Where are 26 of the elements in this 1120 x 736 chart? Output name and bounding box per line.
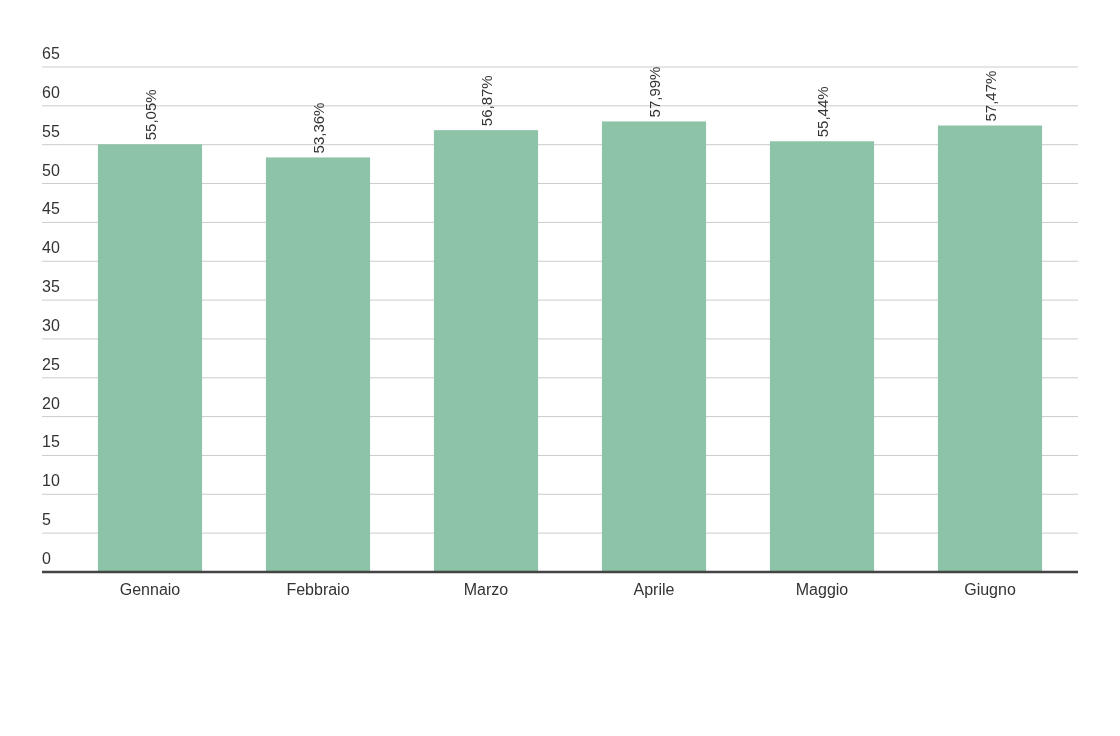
y-tick-label: 25 <box>42 355 60 373</box>
y-tick-label: 30 <box>42 316 60 334</box>
x-tick-label: Maggio <box>795 581 849 598</box>
x-tick-label: Marzo <box>463 581 509 598</box>
y-tick-label: 5 <box>42 511 51 529</box>
data-label: 53,36% <box>310 102 327 154</box>
y-tick-label: 50 <box>42 161 60 179</box>
y-tick-label: 65 <box>42 45 60 62</box>
x-tick-label: Febbraio <box>286 581 350 598</box>
y-tick-label: 10 <box>42 472 60 490</box>
x-tick-label: Gennaio <box>119 581 181 598</box>
y-tick-label: 20 <box>42 394 60 412</box>
y-tick-label: 15 <box>42 433 60 451</box>
y-tick-label: 35 <box>42 278 60 296</box>
y-tick-label: 45 <box>42 200 60 218</box>
data-label: 57,47% <box>982 70 999 122</box>
data-label: 57,99% <box>646 66 663 118</box>
y-tick-label: 60 <box>42 83 60 101</box>
y-tick-label: 40 <box>42 239 60 257</box>
y-tick-label: 0 <box>42 550 51 567</box>
x-tick-label: Aprile <box>633 581 675 598</box>
x-tick-label: Giugno <box>964 581 1016 598</box>
y-tick-label: 55 <box>42 122 60 140</box>
data-label: 55,05% <box>142 89 159 141</box>
data-label: 55,44% <box>814 86 831 138</box>
data-label: 56,87% <box>478 75 495 127</box>
